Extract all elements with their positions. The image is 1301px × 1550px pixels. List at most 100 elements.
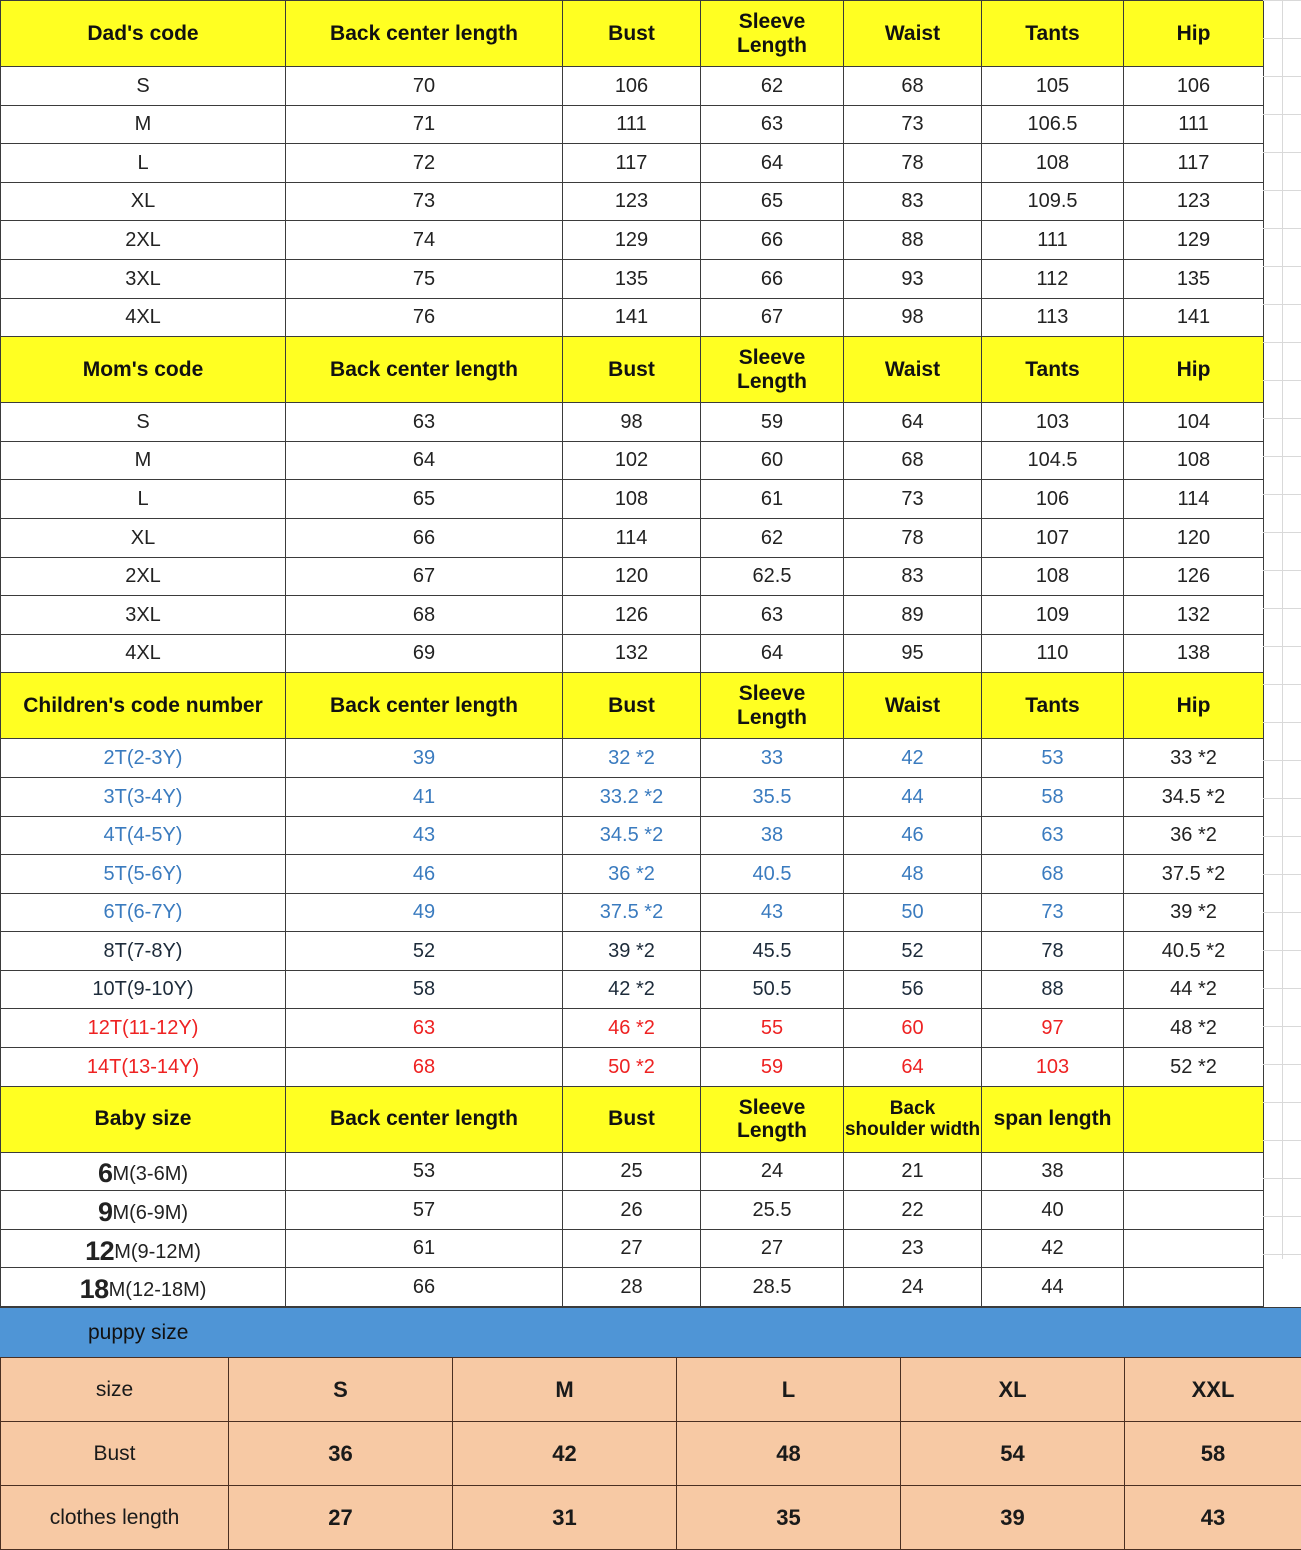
mom-cell: 126 — [563, 596, 701, 635]
mom-header-5: Tants — [982, 337, 1124, 403]
dad-header-1: Back center length — [286, 1, 563, 67]
dad-cell: 112 — [982, 259, 1124, 298]
dad-cell: 129 — [563, 221, 701, 260]
dad-cell: 113 — [982, 298, 1124, 337]
children-cell: 39 *2 — [563, 932, 701, 971]
dad-cell: 76 — [286, 298, 563, 337]
puppy-size-row-cell: XXL — [1125, 1358, 1301, 1422]
baby-size-label: 9M(6-9M) — [1, 1191, 286, 1230]
mom-cell: XL — [1, 518, 286, 557]
dad-cell: 123 — [1124, 182, 1264, 221]
mom-cell: 61 — [701, 480, 844, 519]
dad-header-0: Dad's code — [1, 1, 286, 67]
mom-cell: 102 — [563, 441, 701, 480]
mom-cell: 108 — [1124, 441, 1264, 480]
dad-header-6: Hip — [1124, 1, 1264, 67]
children-cell: 39 *2 — [1124, 893, 1264, 932]
mom-cell: 65 — [286, 480, 563, 519]
baby-cell: 44 — [982, 1268, 1124, 1307]
baby-cell: 28 — [563, 1268, 701, 1307]
mom-cell: M — [1, 441, 286, 480]
children-cell: 63 — [286, 1009, 563, 1048]
baby-size-label: 18M(12-18M) — [1, 1268, 286, 1307]
children-cell: 97 — [982, 1009, 1124, 1048]
children-cell: 50 *2 — [563, 1048, 701, 1087]
baby-cell: 61 — [286, 1229, 563, 1268]
dad-header-5: Tants — [982, 1, 1124, 67]
mom-cell: 67 — [286, 557, 563, 596]
mom-cell: 59 — [701, 403, 844, 442]
baby-cell: 57 — [286, 1191, 563, 1230]
children-cell: 39 — [286, 739, 563, 778]
baby-cell: 27 — [563, 1229, 701, 1268]
dad-cell: 98 — [844, 298, 982, 337]
baby-cell: 25 — [563, 1152, 701, 1191]
children-cell: 40.5 — [701, 855, 844, 894]
children-cell: 48 — [844, 855, 982, 894]
mom-cell: L — [1, 480, 286, 519]
mom-header-4: Waist — [844, 337, 982, 403]
spreadsheet-gridlines — [1263, 0, 1301, 1259]
baby-cell: 21 — [844, 1152, 982, 1191]
children-cell: 34.5 *2 — [1124, 777, 1264, 816]
puppy-bust-row-cell: 36 — [229, 1422, 453, 1486]
children-header-2: Bust — [563, 673, 701, 739]
puppy-size-row-cell: L — [677, 1358, 901, 1422]
dad-cell: 66 — [701, 259, 844, 298]
mom-header-2: Bust — [563, 337, 701, 403]
puppy-length-row-label: clothes length — [1, 1486, 229, 1550]
children-cell: 43 — [286, 816, 563, 855]
mom-cell: 108 — [982, 557, 1124, 596]
mom-cell: 64 — [844, 403, 982, 442]
baby-blank-cell — [1124, 1191, 1264, 1230]
dad-cell: 129 — [1124, 221, 1264, 260]
dad-cell: 141 — [563, 298, 701, 337]
dad-cell: 106 — [563, 67, 701, 106]
dad-cell: 67 — [701, 298, 844, 337]
children-header-6: Hip — [1124, 673, 1264, 739]
dad-cell: 88 — [844, 221, 982, 260]
mom-cell: 108 — [563, 480, 701, 519]
puppy-length-row-cell: 43 — [1125, 1486, 1301, 1550]
baby-cell: 24 — [844, 1268, 982, 1307]
mom-cell: 2XL — [1, 557, 286, 596]
children-cell: 50 — [844, 893, 982, 932]
mom-header-0: Mom's code — [1, 337, 286, 403]
baby-cell: 38 — [982, 1152, 1124, 1191]
children-cell: 42 — [844, 739, 982, 778]
children-cell: 6T(6-7Y) — [1, 893, 286, 932]
children-header-5: Tants — [982, 673, 1124, 739]
children-cell: 5T(5-6Y) — [1, 855, 286, 894]
mom-cell: 73 — [844, 480, 982, 519]
puppy-bust-row-cell: 42 — [453, 1422, 677, 1486]
dad-cell: 74 — [286, 221, 563, 260]
mom-cell: S — [1, 403, 286, 442]
children-cell: 58 — [286, 970, 563, 1009]
dad-cell: 135 — [563, 259, 701, 298]
baby-cell: 66 — [286, 1268, 563, 1307]
children-cell: 42 *2 — [563, 970, 701, 1009]
children-cell: 46 — [286, 855, 563, 894]
mom-cell: 83 — [844, 557, 982, 596]
children-cell: 60 — [844, 1009, 982, 1048]
dad-cell: XL — [1, 182, 286, 221]
baby-blank-header — [1124, 1086, 1264, 1152]
dad-cell: 106.5 — [982, 105, 1124, 144]
